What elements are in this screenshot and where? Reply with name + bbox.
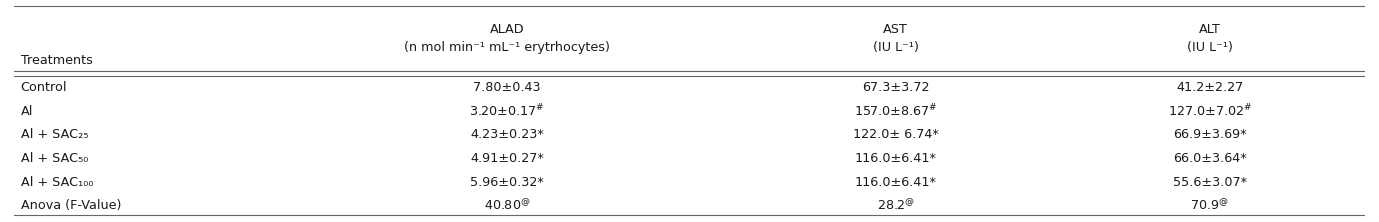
Text: 41.2±2.27: 41.2±2.27 [1176, 81, 1244, 94]
Text: 66.0±3.64*: 66.0±3.64* [1174, 152, 1247, 165]
Text: AST
(IU L⁻¹): AST (IU L⁻¹) [873, 22, 918, 54]
Text: 28.2$^{@}$: 28.2$^{@}$ [877, 198, 914, 213]
Text: Al + SAC₂₅: Al + SAC₂₅ [21, 128, 88, 141]
Text: 116.0±6.41*: 116.0±6.41* [855, 176, 936, 189]
Text: 3.20±0.17$^{\#}$: 3.20±0.17$^{\#}$ [469, 103, 545, 120]
Text: 66.9±3.69*: 66.9±3.69* [1174, 128, 1247, 141]
Text: Al + SAC₁₀₀: Al + SAC₁₀₀ [21, 176, 92, 189]
Text: 127.0±7.02$^{\#}$: 127.0±7.02$^{\#}$ [1168, 103, 1252, 120]
Text: 157.0±8.67$^{\#}$: 157.0±8.67$^{\#}$ [854, 103, 938, 120]
Text: Al: Al [21, 105, 33, 118]
Text: Treatments: Treatments [21, 54, 92, 67]
Text: 122.0± 6.74*: 122.0± 6.74* [852, 128, 939, 141]
Text: 7.80±0.43: 7.80±0.43 [473, 81, 541, 94]
Text: 70.9$^{@}$: 70.9$^{@}$ [1190, 198, 1229, 213]
Text: 5.96±0.32*: 5.96±0.32* [470, 176, 543, 189]
Text: ALT
(IU L⁻¹): ALT (IU L⁻¹) [1187, 22, 1233, 54]
Text: 116.0±6.41*: 116.0±6.41* [855, 152, 936, 165]
Text: 55.6±3.07*: 55.6±3.07* [1172, 176, 1247, 189]
Text: 4.23±0.23*: 4.23±0.23* [470, 128, 543, 141]
Text: 67.3±3.72: 67.3±3.72 [862, 81, 929, 94]
Text: Control: Control [21, 81, 68, 94]
Text: 4.91±0.27*: 4.91±0.27* [470, 152, 543, 165]
Text: Al + SAC₅₀: Al + SAC₅₀ [21, 152, 88, 165]
Text: 40.80$^{@}$: 40.80$^{@}$ [484, 198, 531, 213]
Text: ALAD
(n mol min⁻¹ mL⁻¹ erytrhocytes): ALAD (n mol min⁻¹ mL⁻¹ erytrhocytes) [404, 22, 610, 54]
Text: Anova (F-Value): Anova (F-Value) [21, 199, 121, 212]
